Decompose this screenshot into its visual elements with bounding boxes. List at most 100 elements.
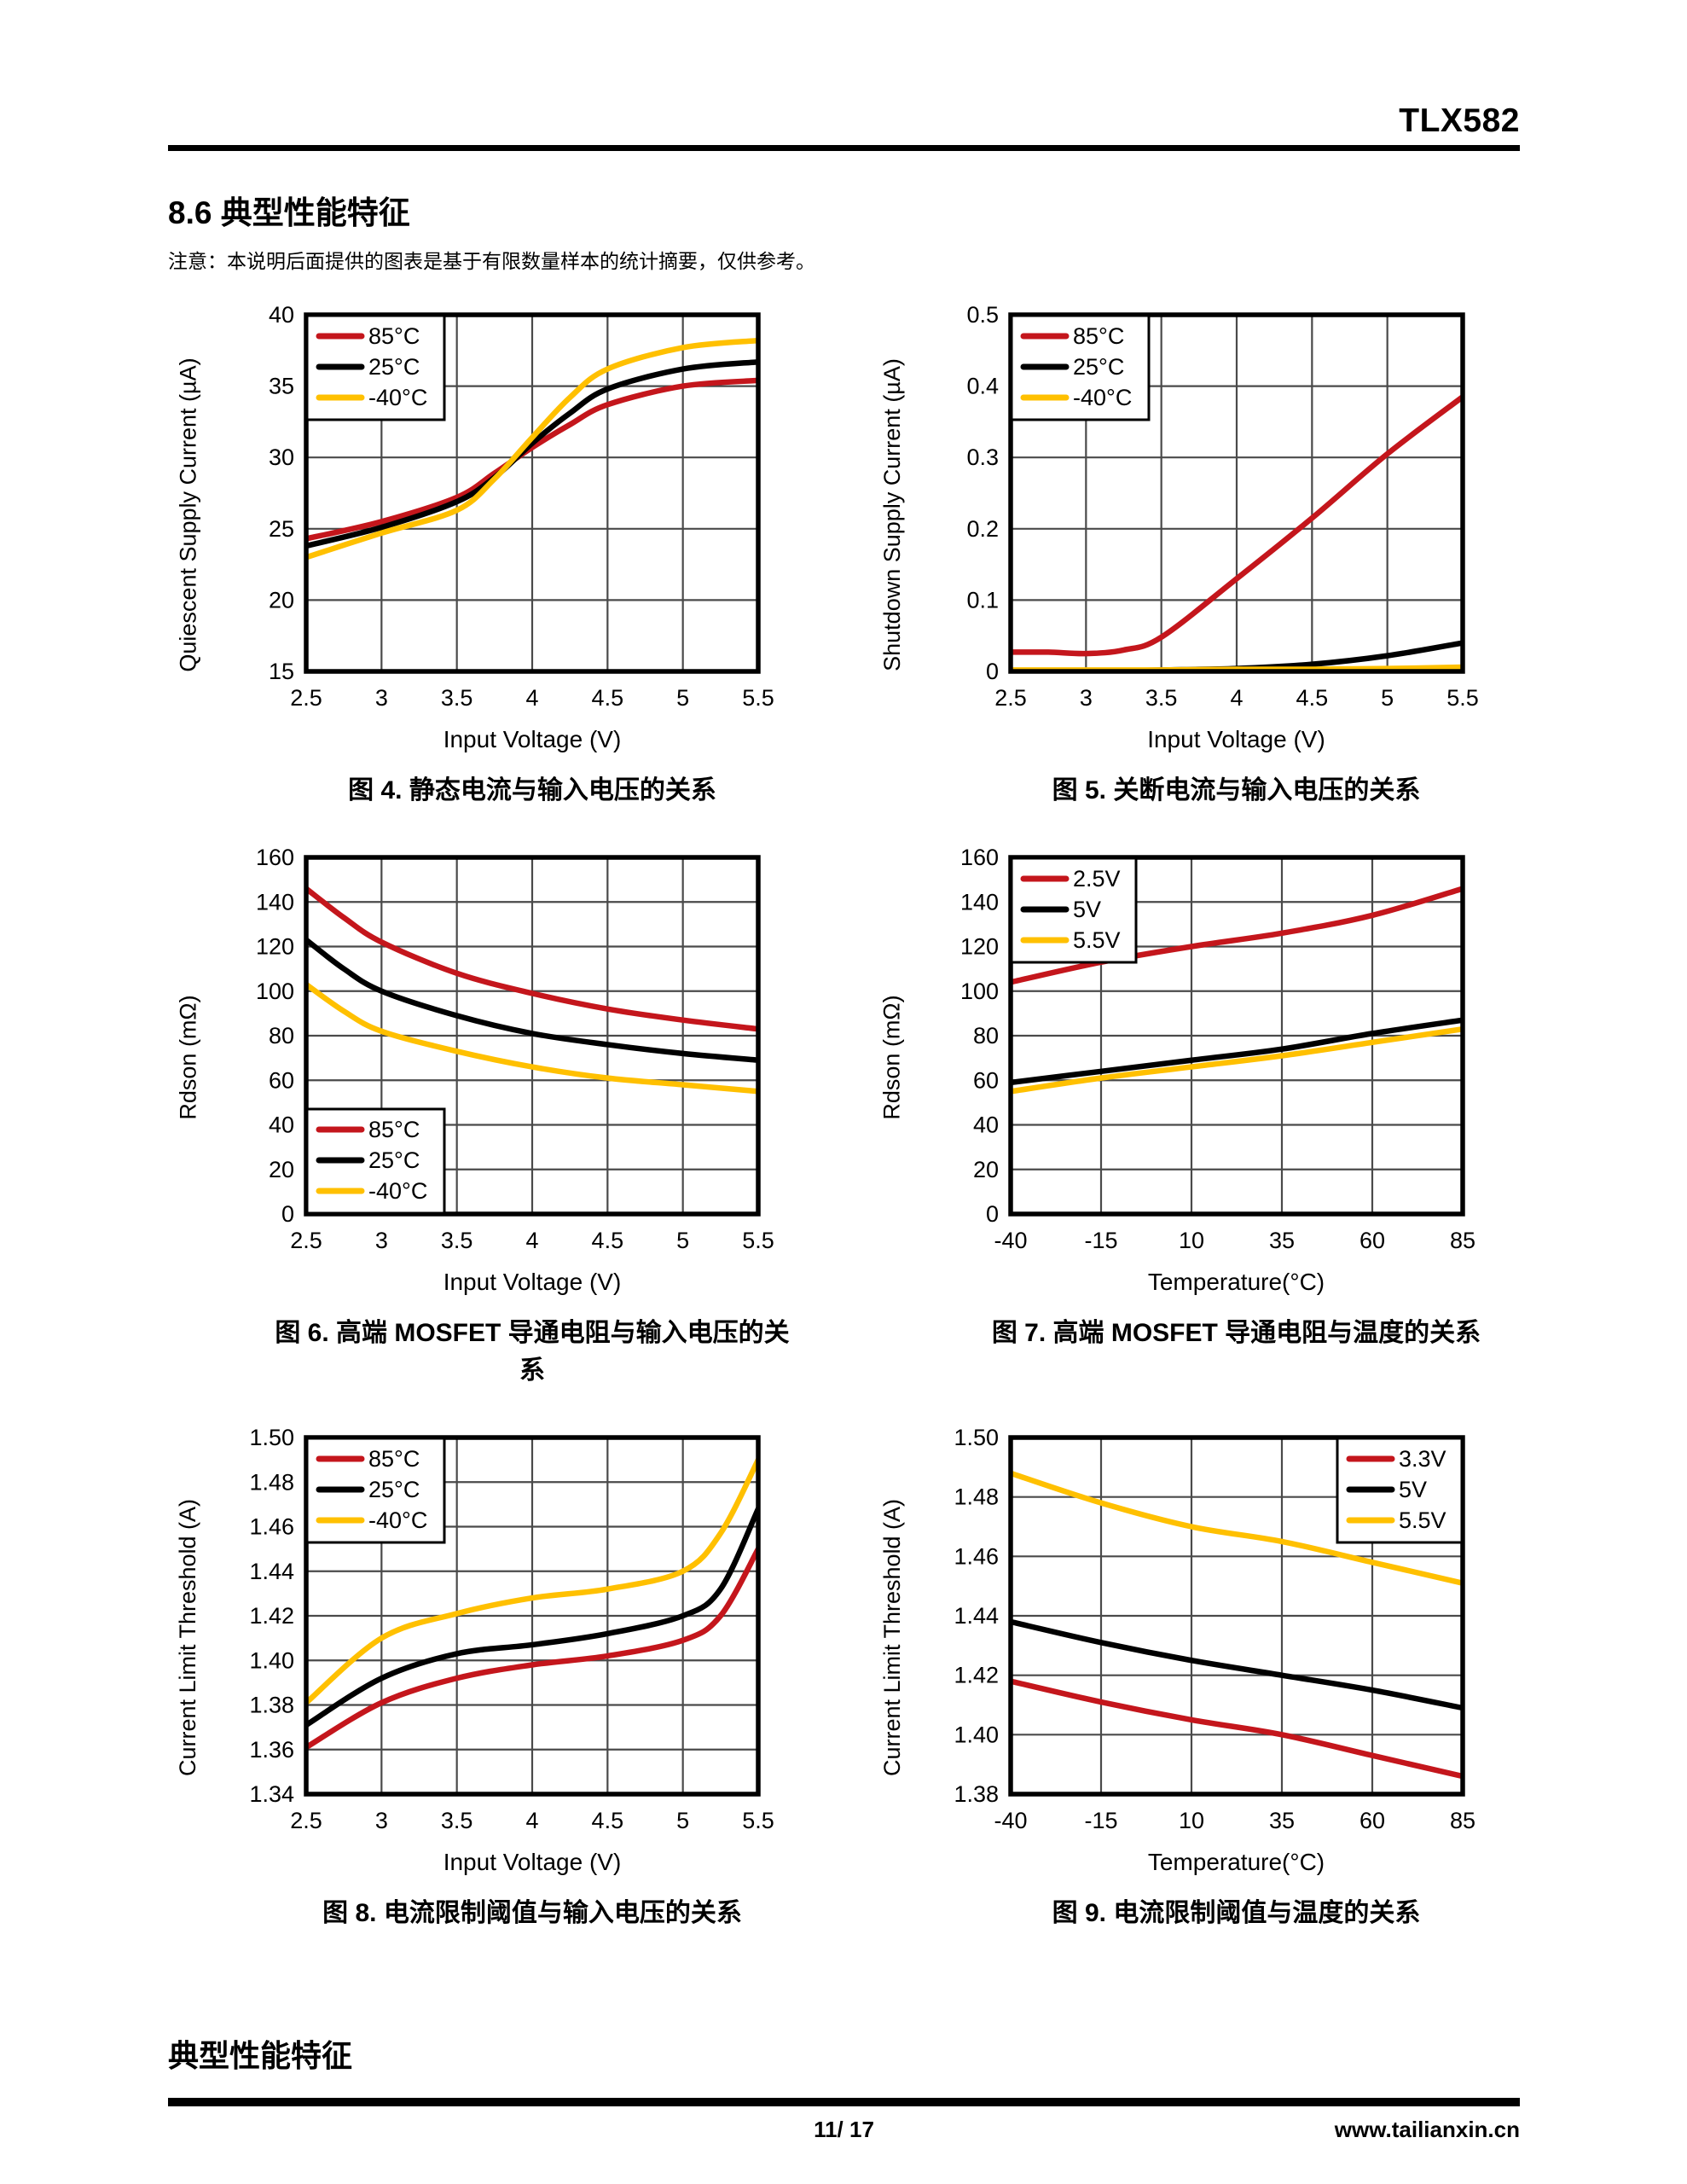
legend-label: -40°C [368,385,427,410]
y-tick-label: 1.42 [954,1663,999,1688]
y-tick-label: 1.50 [954,1427,999,1450]
website-url: www.tailianxin.cn [1334,2117,1520,2142]
x-tick-label: 60 [1359,1808,1384,1833]
x-tick-label: 5.5 [742,1228,774,1253]
figure-4-plot: 15 20 25 30 35 40 2.5 3 3.5 4 4.5 5 5.5 85°C 25°C -40°C [269,305,774,711]
figure-8-chart-row: Current Limit Threshold (A) 1.34 1.36 1.38… [168,1427,816,1847]
x-tick-label: 5 [676,685,689,711]
figure-8-plot: 1.34 1.36 1.38 1.40 1.42 1.44 1.46 1.48 1.50 2.5 3… [249,1427,774,1833]
figure-6-y-axis-label: Rdson (mΩ) [168,847,209,1267]
legend-label: 25°C [368,354,420,380]
y-axis-label-text: Current Limit Threshold (A) [175,1498,201,1776]
figure-8: Current Limit Threshold (A) 1.34 1.36 1.38… [168,1427,816,1929]
x-tick-label: 4 [525,1808,538,1833]
figure-4-y-axis-label: Quiescent Supply Current (µA) [168,305,209,724]
figure-8-y-axis-label: Current Limit Threshold (A) [168,1427,209,1847]
y-tick-label: 0.4 [966,374,999,399]
x-tick-label: -15 [1084,1808,1117,1833]
legend-label: 85°C [368,323,420,349]
figure-9-chart-row: Current Limit Threshold (A) 1.38 1.40 1.42… [872,1427,1521,1847]
legend-label: -40°C [368,1507,427,1533]
y-tick-label: 25 [269,516,294,542]
x-tick-label: 5 [676,1228,689,1253]
x-tick-label: 35 [1268,1228,1294,1253]
legend-label: 85°C [1073,323,1124,349]
legend-label: 5V [1073,897,1101,922]
y-tick-label: 40 [972,1112,998,1138]
y-tick-label: 40 [269,305,294,328]
figure-4-x-axis-label: Input Voltage (V) [443,726,622,752]
y-tick-label: 60 [972,1067,998,1093]
legend-label: 85°C [368,1446,420,1472]
legend-label: 5.5V [1399,1507,1446,1533]
y-tick-label: 100 [959,979,998,1004]
y-tick-label: 1.38 [249,1693,294,1718]
legend-label: 25°C [368,1477,420,1502]
series-line-85°C [306,886,758,1032]
y-tick-label: 1.50 [249,1427,294,1450]
y-tick-label: 0 [281,1201,294,1227]
legend-label: 2.5V [1073,866,1121,892]
y-tick-label: 35 [269,374,294,399]
x-tick-label: 3.5 [441,1228,473,1253]
legend-label: -40°C [368,1178,427,1204]
legend-label: 5.5V [1073,927,1121,953]
legend-label: 85°C [368,1117,420,1142]
y-axis-label-text: Current Limit Threshold (A) [879,1498,906,1776]
y-axis-label-text: Quiescent Supply Current (µA) [175,357,201,672]
x-tick-label: 5.5 [742,1808,774,1833]
x-tick-label: 2.5 [290,685,322,711]
series-line-85°C [1010,393,1463,657]
series-line-2.5V [1010,886,1463,985]
figure-5-chart-row: Shutdown Supply Current (µA) 0 0.1 0.2 0.3 0… [872,305,1521,724]
y-tick-label: 1.38 [954,1781,999,1807]
series-line-5.5V [1010,1470,1463,1586]
x-tick-label: -40 [994,1228,1027,1253]
legend: 85°C 25°C -40°C [305,1437,446,1544]
header-rule [168,145,1520,151]
y-tick-label: 1.40 [249,1647,294,1673]
series-line-25°C [306,358,758,549]
figure-6: Rdson (mΩ) 0 20 40 60 80 100 120 140 160 2.5 3 3.5 4… [168,847,816,1386]
figure-9-plot: 1.38 1.40 1.42 1.44 1.46 1.48 1.50 -40 -15 10 35 60… [954,1427,1475,1833]
y-tick-label: 160 [256,847,294,870]
x-tick-label: 4.5 [592,685,624,711]
y-tick-label: 1.42 [249,1603,294,1629]
figure-4: Quiescent Supply Current (µA) 15 20 25 30 35… [168,305,816,806]
figure-6-plot: 0 20 40 60 80 100 120 140 160 2.5 3 3.5 4 4.5 5 5.5 85°C… [256,847,774,1253]
series-line--40°C [306,981,758,1095]
x-tick-label: 3.5 [441,1808,473,1833]
y-tick-label: 140 [959,889,998,915]
x-tick-label: 2.5 [290,1228,322,1253]
x-tick-label: 5 [676,1808,689,1833]
y-tick-label: 100 [256,979,294,1004]
series-line-5.5V [1010,1025,1463,1095]
figure-6-caption: 图 6. 高端 MOSFET 导通电阻与输入电压的关系 [275,1319,790,1385]
section-title: 8.6 典型性能特征 [168,195,410,230]
figure-5-caption: 图 5. 关断电流与输入电压的关系 [1052,776,1421,804]
legend-label: 25°C [368,1147,420,1173]
y-tick-label: 120 [959,934,998,960]
x-tick-label: 5.5 [1446,685,1479,711]
plot-border [304,312,761,674]
y-tick-label: 120 [256,934,294,960]
x-tick-label: 3.5 [1145,685,1177,711]
x-tick-label: 60 [1359,1228,1384,1253]
series-line-85°C [306,377,758,542]
figure-5: Shutdown Supply Current (µA) 0 0.1 0.2 0.3 0… [872,305,1521,806]
figure-4-caption: 图 4. 静态电流与输入电压的关系 [348,776,716,804]
x-tick-label: 3.5 [441,685,473,711]
y-tick-label: 1.46 [954,1543,999,1569]
legend: 85°C 25°C -40°C [305,314,446,421]
y-tick-label: 0.3 [966,444,999,470]
charts-grid: Quiescent Supply Current (µA) 15 20 25 30 35… [168,305,1520,1929]
legend: 85°C 25°C -40°C [305,1107,446,1215]
y-tick-label: 1.44 [954,1603,999,1629]
y-tick-label: 20 [269,1157,294,1182]
y-tick-label: 80 [269,1023,294,1048]
y-tick-label: 0 [985,659,998,684]
figure-6-chart-row: Rdson (mΩ) 0 20 40 60 80 100 120 140 160 2.5 3 3.5 4… [168,847,816,1267]
figure-6-x-axis-label: Input Voltage (V) [443,1269,622,1295]
y-tick-label: 1.40 [954,1722,999,1747]
figure-5-y-axis-label: Shutdown Supply Current (µA) [872,305,913,724]
